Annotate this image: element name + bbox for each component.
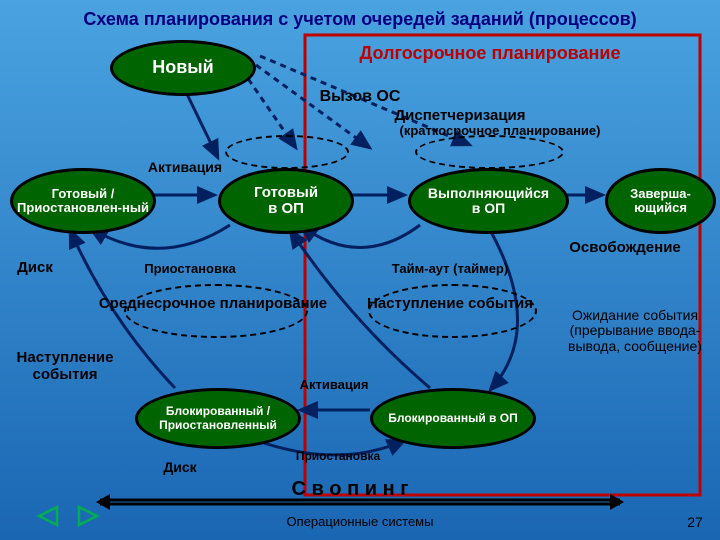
node-dispatch_b	[415, 135, 564, 169]
label-activation: Активация	[35, 160, 335, 175]
prev-icon	[35, 505, 61, 527]
node-running: Выполняющийся в ОП	[408, 168, 569, 234]
prev-button[interactable]	[35, 505, 61, 527]
node-ready_susp: Готовый / Приостановлен-ный	[10, 168, 156, 234]
node-exit-label: Заверша-ющийся	[608, 187, 713, 216]
label-os_call: Вызов ОС	[210, 88, 510, 106]
label-release: Освобождение	[475, 240, 720, 257]
node-blk_susp: Блокированный / Приостановленный	[135, 388, 301, 449]
next-button[interactable]	[75, 505, 101, 527]
node-ready_susp-label: Готовый / Приостановлен-ный	[13, 187, 153, 216]
next-icon	[75, 505, 101, 527]
node-ready_op: Готовый в ОП	[218, 168, 354, 234]
label-dispatch_s: (краткосрочное планирование)	[350, 124, 650, 138]
label-event_occ2: Наступление события	[5, 350, 125, 383]
label-footer: Операционные системы	[210, 515, 510, 529]
label-timeout: Тайм-аут (таймер)	[300, 262, 600, 276]
slide-title: Схема планирования с учетом очередей зад…	[0, 10, 720, 30]
label-long_term: Долгосрочное планирование	[340, 44, 640, 64]
label-suspend1: Приостановка	[40, 262, 340, 276]
node-blk_susp-label: Блокированный / Приостановленный	[138, 405, 298, 431]
node-exit: Заверша-ющийся	[605, 168, 716, 234]
slide-root: Схема планирования с учетом очередей зад…	[0, 0, 720, 540]
label-activ2: Активация	[184, 378, 484, 392]
node-blk_op-label: Блокированный в ОП	[384, 412, 521, 425]
swapping-arrowhead-end	[610, 494, 624, 510]
label-pagenum: 27	[545, 515, 720, 530]
label-disk2: Диск	[30, 460, 330, 475]
node-blk_op: Блокированный в ОП	[370, 388, 536, 449]
label-swapping: С в о п и н г	[200, 478, 500, 500]
node-ready_op-label: Готовый в ОП	[250, 185, 322, 218]
node-new-label: Новый	[148, 58, 218, 78]
node-running-label: Выполняющийся в ОП	[424, 186, 553, 217]
label-event_wait: Ожидание события (прерывание ввода-вывод…	[555, 308, 715, 354]
